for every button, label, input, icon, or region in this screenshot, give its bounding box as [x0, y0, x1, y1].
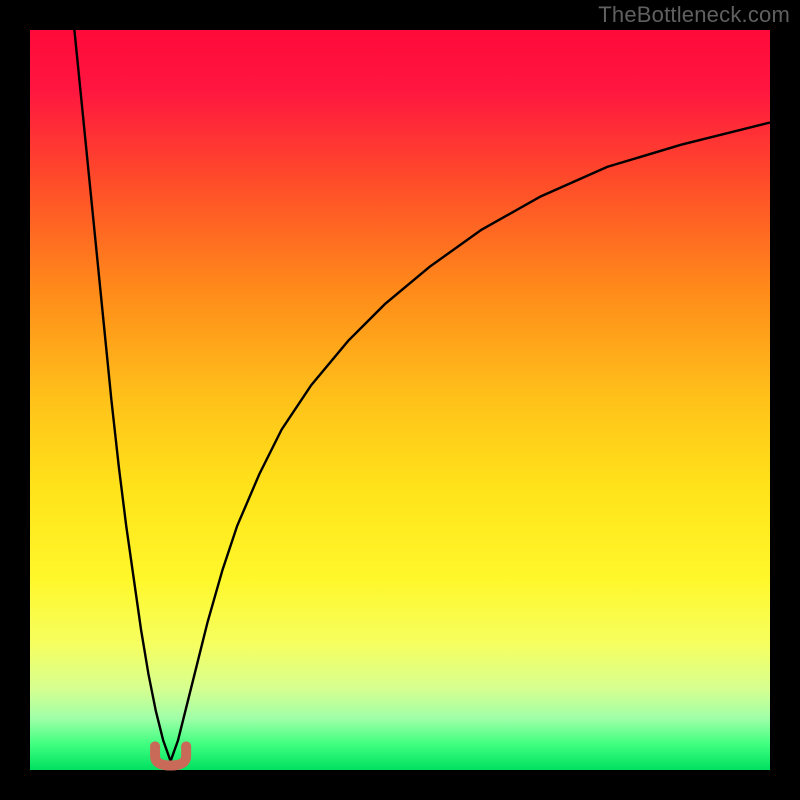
bottleneck-chart [0, 0, 800, 800]
figure-stage: TheBottleneck.com [0, 0, 800, 800]
watermark-text: TheBottleneck.com [598, 2, 790, 28]
gradient-background [30, 30, 770, 770]
